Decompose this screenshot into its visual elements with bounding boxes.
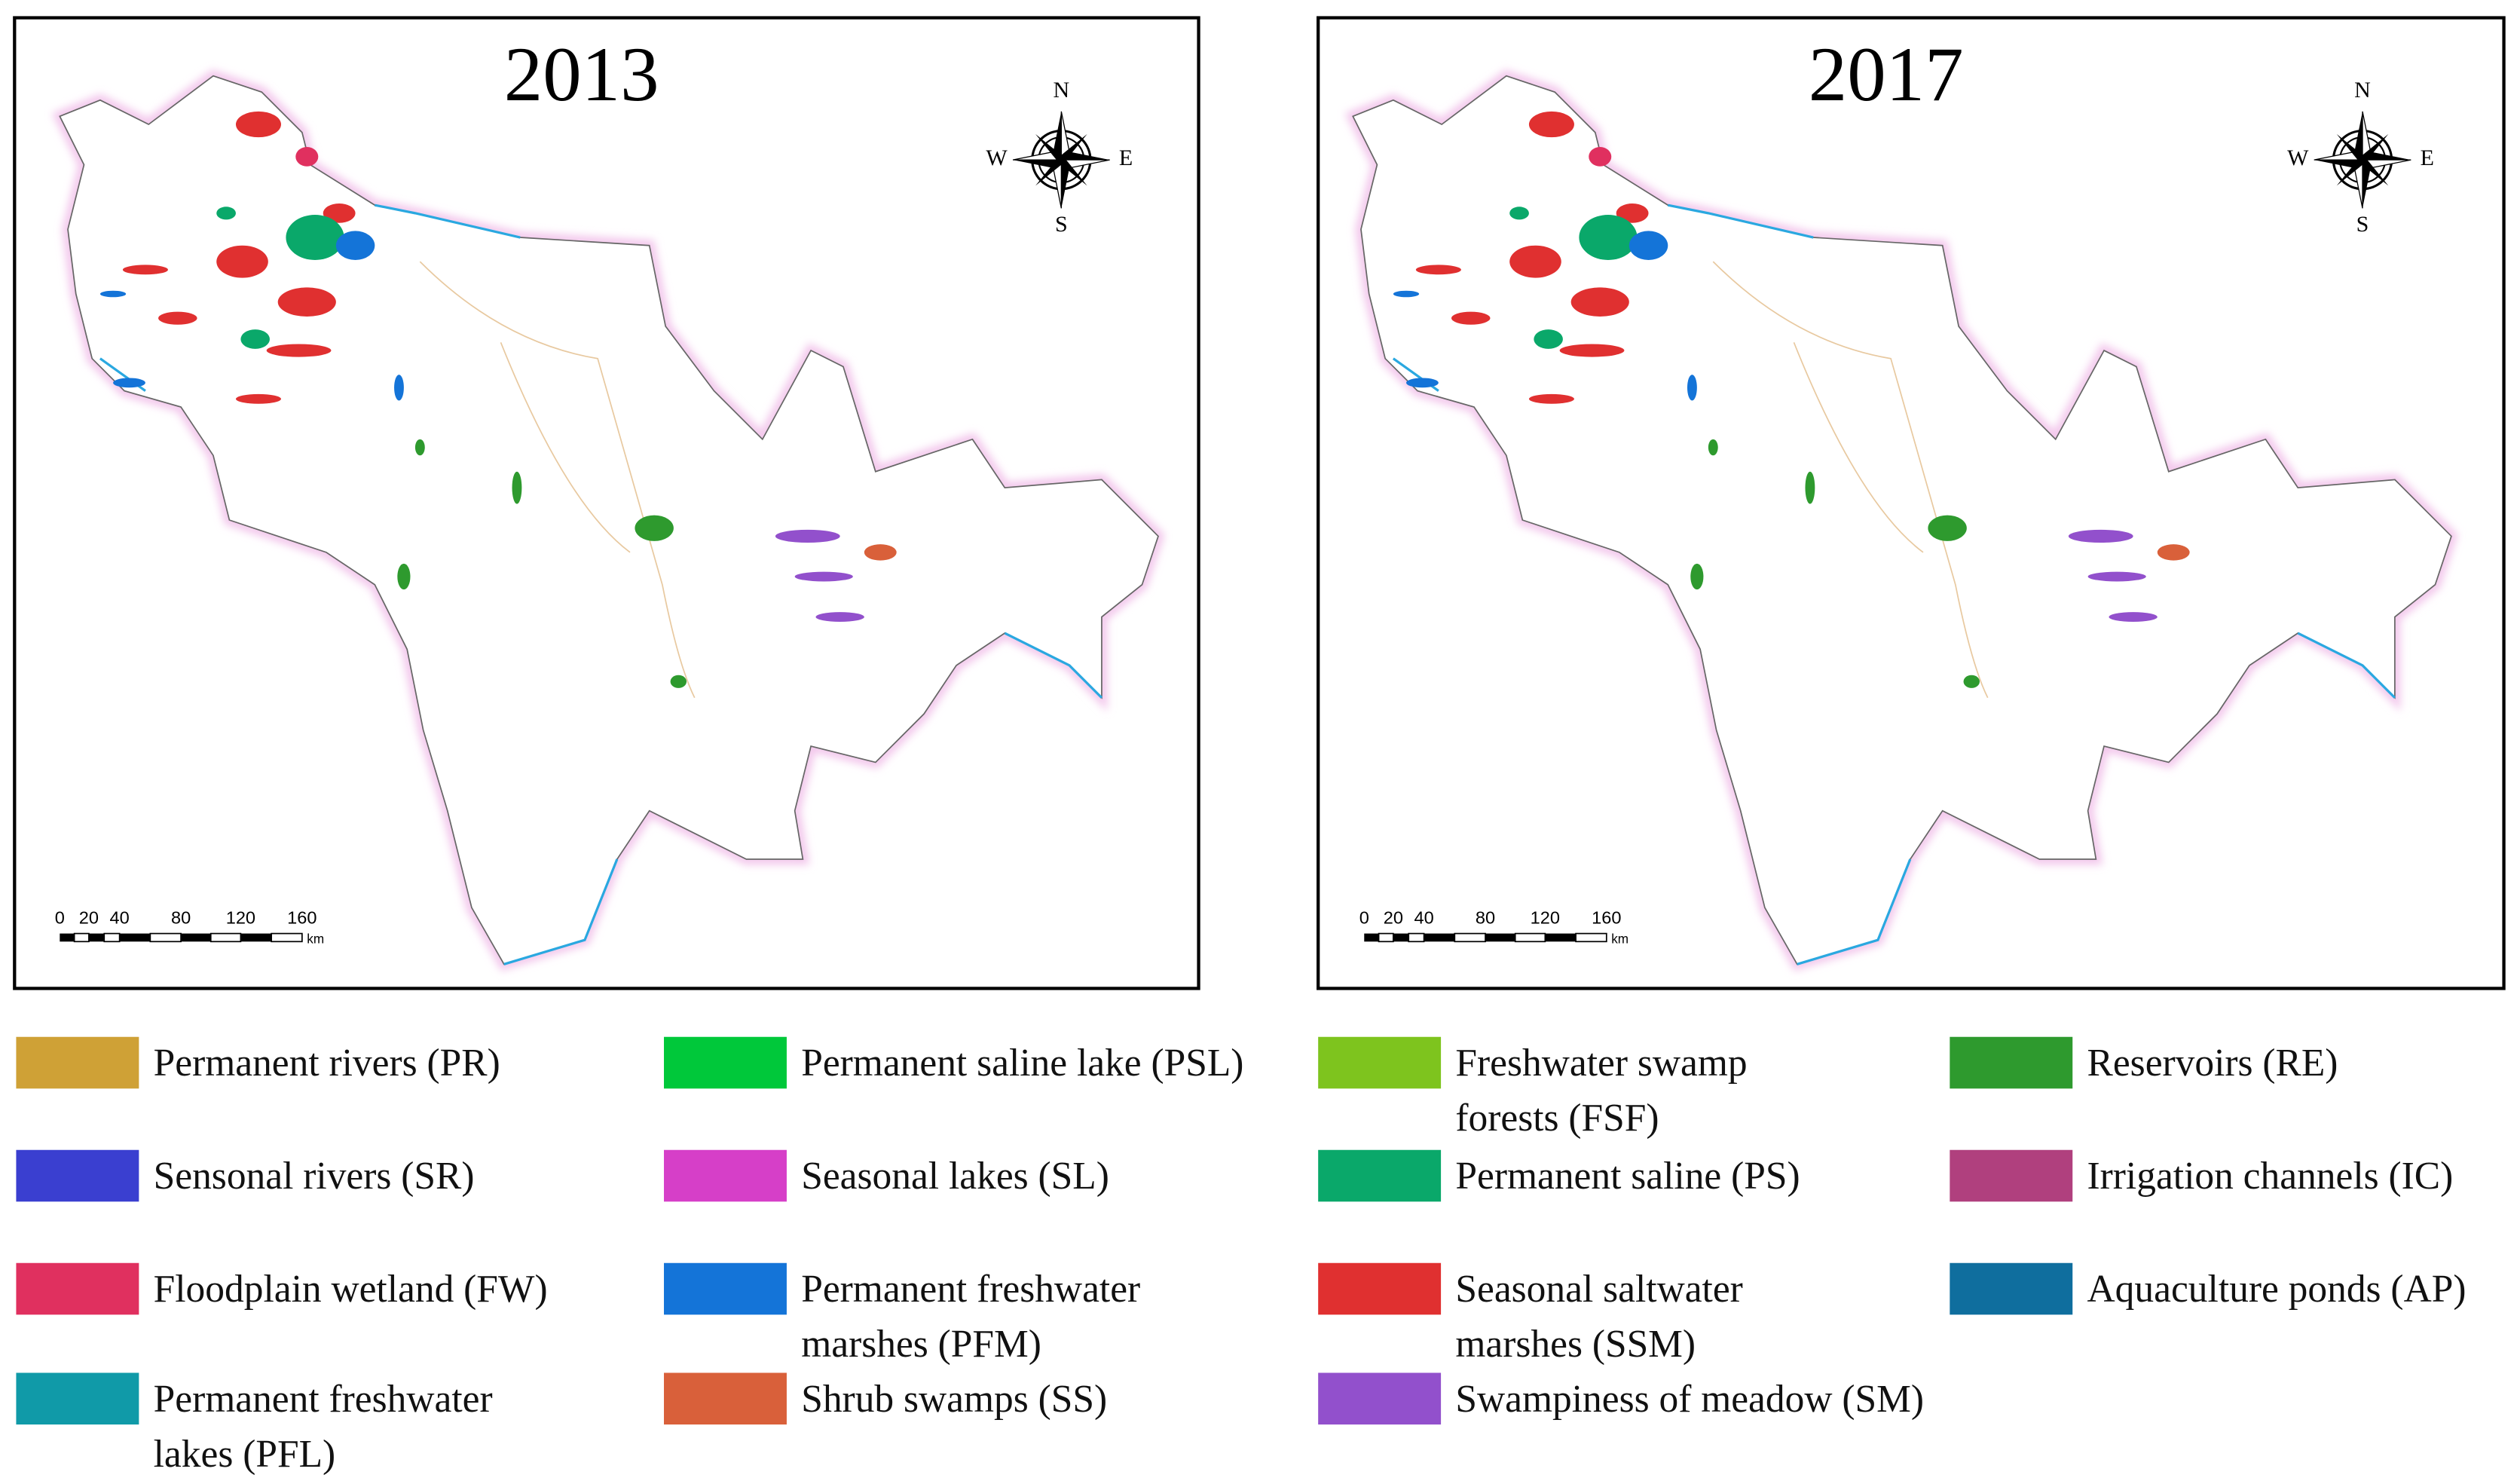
compass-w: W <box>986 145 1008 170</box>
compass-s: S <box>1055 212 1068 237</box>
legend-text: Permanent saline (PS) <box>1455 1156 1800 1199</box>
scale-label: 20 <box>79 908 99 928</box>
scale-bar <box>271 932 303 943</box>
legend-text: Swampiness of meadow (SM) <box>1455 1379 1924 1421</box>
legend-swatch <box>664 1372 787 1425</box>
map-panel: 2013 N S W E 0 20 40 80 120 160 km <box>13 16 1200 990</box>
compass-e: E <box>2421 145 2434 170</box>
legend-swatch <box>1318 1262 1442 1315</box>
legend-label: Freshwater swamp forests (FSF) <box>1455 1037 1747 1147</box>
legend-swatch <box>1950 1262 2073 1315</box>
scale-label: 120 <box>226 908 255 928</box>
scale-bar <box>240 933 272 942</box>
legend-label: Aquaculture ponds (AP) <box>2087 1263 2466 1318</box>
scale-bar <box>1485 933 1515 942</box>
legend-label: Floodplain wetland (FW) <box>154 1263 548 1318</box>
scale-bar <box>1393 933 1409 942</box>
scale-label: 160 <box>287 908 317 928</box>
compass-n: N <box>2354 78 2371 103</box>
legend-label: Sensonal rivers (SR) <box>154 1150 475 1205</box>
legend-label: Irrigation channels (IC) <box>2087 1150 2454 1205</box>
legend-label: Permanent freshwater lakes (PFL) <box>154 1372 493 1481</box>
scale-bar <box>1514 932 1546 943</box>
legend-text: Permanent rivers (PR) <box>153 1043 500 1086</box>
legend-text: Seasonal saltwater <box>1455 1269 1743 1312</box>
scale-label: 40 <box>110 908 130 928</box>
legend-text: Permanent freshwater <box>801 1269 1141 1312</box>
legend-label: Shrub swamps (SS) <box>801 1372 1107 1427</box>
scale-label: 0 <box>55 908 65 928</box>
scale-bar <box>1378 932 1394 943</box>
scale-bar <box>209 932 242 943</box>
scale-unit: km <box>1611 931 1629 946</box>
legend-text: Permanent saline lake (PSL) <box>801 1043 1244 1086</box>
scale-bar <box>103 932 121 943</box>
legend-label: Permanent saline lake (PSL) <box>801 1037 1243 1092</box>
scale-label: 80 <box>1476 908 1495 928</box>
legend-swatch <box>16 1036 139 1089</box>
scale-bar <box>88 933 105 942</box>
legend-text: marshes (PFM) <box>801 1324 1041 1366</box>
legend-label: Permanent rivers (PR) <box>154 1037 500 1092</box>
scale-bar <box>1545 933 1577 942</box>
scale-bar <box>60 933 75 942</box>
legend-label: Swampiness of meadow (SM) <box>1455 1372 1924 1427</box>
legend-label: Seasonal saltwater marshes (SSM) <box>1455 1263 1742 1373</box>
scale-bar <box>1575 932 1607 943</box>
compass-w: W <box>2287 145 2309 170</box>
scale-bar <box>73 932 90 943</box>
legend-swatch <box>1950 1036 2073 1089</box>
legend-swatch <box>1318 1036 1442 1089</box>
legend-text: marshes (SSM) <box>1455 1324 1696 1366</box>
compass-e: E <box>1119 145 1133 170</box>
legend-text: Aquaculture ponds (AP) <box>2087 1269 2466 1312</box>
scale-label: 0 <box>1359 908 1369 928</box>
map: 2013 N S W E 0 20 40 80 120 160 km <box>16 32 1203 993</box>
panel-title: 2013 <box>504 32 659 118</box>
scale-label: 40 <box>1414 908 1433 928</box>
compass-n: N <box>1054 78 1070 103</box>
legend-text: Irrigation channels (IC) <box>2087 1156 2454 1199</box>
compass-s: S <box>2356 212 2369 237</box>
legend-swatch <box>664 1036 787 1089</box>
map-panel: 2017 N S W E 0 20 40 80 120 160 km <box>1317 16 2506 990</box>
scale-label: 80 <box>171 908 191 928</box>
scale-bar <box>1454 932 1486 943</box>
legend-text: Sensonal rivers (SR) <box>153 1156 475 1199</box>
legend-swatch <box>1318 1149 1442 1202</box>
scale-bar <box>181 933 211 942</box>
scale-label: 120 <box>1531 908 1560 928</box>
legend-swatch <box>16 1149 139 1202</box>
legend-text: Freshwater swamp <box>1455 1043 1748 1086</box>
legend-label: Permanent saline (PS) <box>1455 1150 1800 1205</box>
scale-label: 160 <box>1592 908 1621 928</box>
scale-label: 20 <box>1384 908 1403 928</box>
scale-bar <box>1364 933 1379 942</box>
panel-title: 2017 <box>1809 32 1964 118</box>
scale-unit: km <box>307 931 324 946</box>
legend-label: Permanent freshwater marshes (PFM) <box>801 1263 1140 1373</box>
legend-text: Shrub swamps (SS) <box>801 1379 1108 1421</box>
legend-swatch <box>16 1372 139 1425</box>
legend-swatch <box>16 1262 139 1315</box>
legend-text: Permanent freshwater <box>153 1379 493 1421</box>
scale-bar <box>149 932 182 943</box>
legend-swatch <box>1318 1372 1442 1425</box>
legend-swatch <box>1950 1149 2073 1202</box>
scale-bar <box>119 933 151 942</box>
legend-text: lakes (PFL) <box>153 1434 336 1476</box>
legend-label: Seasonal lakes (SL) <box>801 1150 1109 1205</box>
legend-swatch <box>664 1262 787 1315</box>
legend-text: Floodplain wetland (FW) <box>153 1269 548 1312</box>
legend-swatch <box>664 1149 787 1202</box>
legend-text: forests (FSF) <box>1455 1098 1659 1140</box>
scale-bar <box>1408 932 1425 943</box>
legend-text: Reservoirs (RE) <box>2087 1043 2338 1086</box>
legend-label: Reservoirs (RE) <box>2087 1037 2338 1092</box>
scale-bar <box>1424 933 1455 942</box>
map: 2017 N S W E 0 20 40 80 120 160 km <box>1320 32 2509 993</box>
legend-text: Seasonal lakes (SL) <box>801 1156 1109 1199</box>
